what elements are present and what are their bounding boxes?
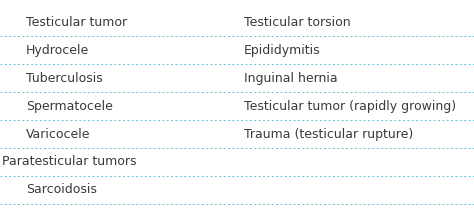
Text: Testicular torsion: Testicular torsion — [244, 16, 351, 29]
Text: Hydrocele: Hydrocele — [26, 44, 89, 57]
Text: Spermatocele: Spermatocele — [26, 100, 113, 113]
Text: Testicular tumor: Testicular tumor — [26, 16, 127, 29]
Text: Inguinal hernia: Inguinal hernia — [244, 72, 338, 85]
Text: Trauma (testicular rupture): Trauma (testicular rupture) — [244, 128, 413, 141]
Text: Epididymitis: Epididymitis — [244, 44, 321, 57]
Text: Varicocele: Varicocele — [26, 128, 91, 141]
Text: Testicular tumor (rapidly growing): Testicular tumor (rapidly growing) — [244, 100, 456, 113]
Text: Tuberculosis: Tuberculosis — [26, 72, 103, 85]
Text: Sarcoidosis: Sarcoidosis — [26, 183, 97, 196]
Text: Paratesticular tumors: Paratesticular tumors — [2, 155, 137, 168]
